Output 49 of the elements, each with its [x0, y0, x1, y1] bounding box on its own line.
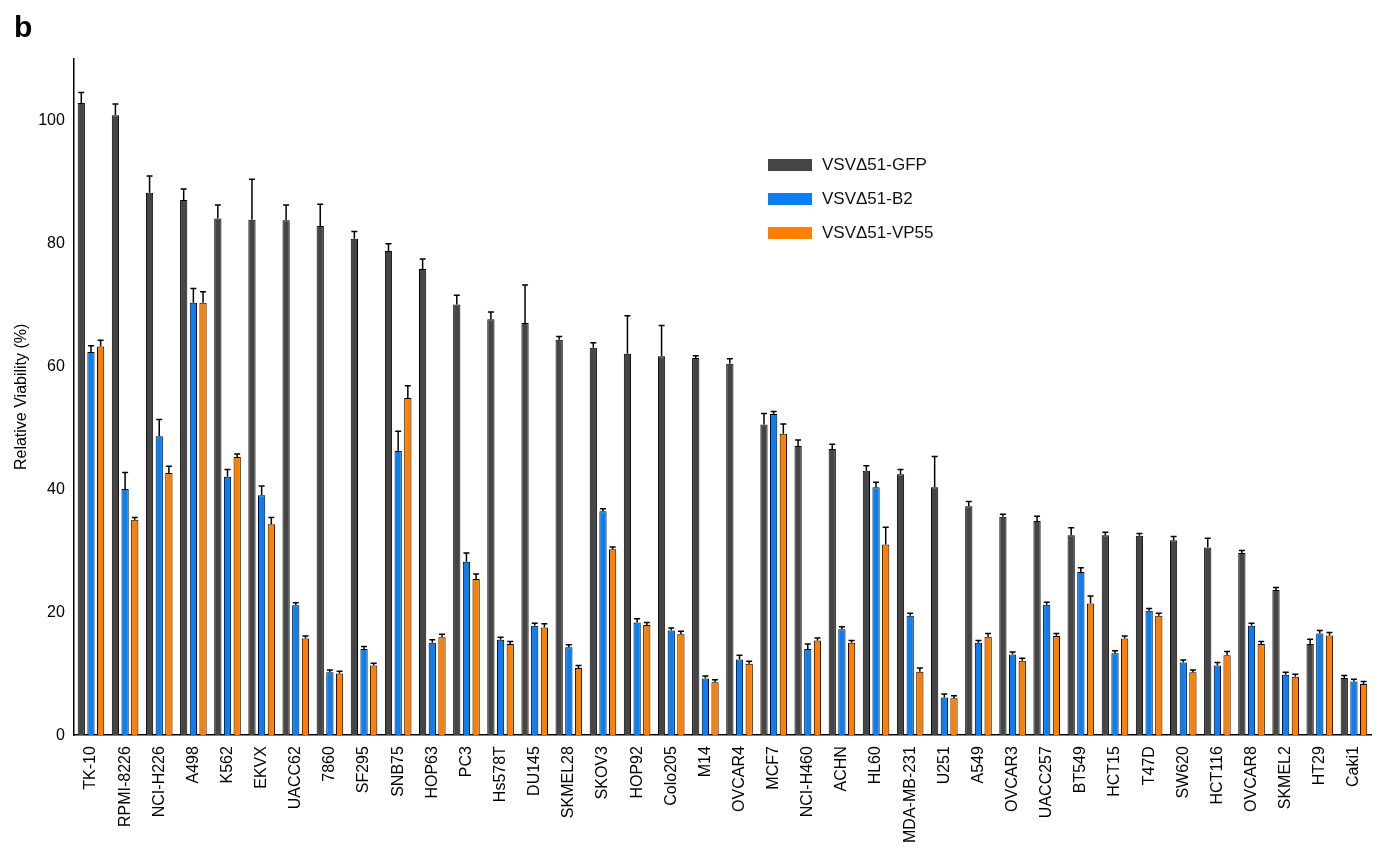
- x-tick-label: MDA-MB-231: [900, 745, 918, 843]
- x-tick-label: OVCAR3: [1003, 745, 1020, 812]
- legend-label: VSVΔ51-VP55: [822, 223, 934, 243]
- x-tick-label: EKVX: [252, 745, 270, 789]
- y-tick-label: 40: [47, 479, 65, 497]
- x-tick-label: HT29: [1310, 745, 1328, 786]
- x-tick-label: PC3: [456, 745, 474, 778]
- x-tick-label: RPMI-8226: [115, 745, 133, 828]
- x-tick-label: HL60: [866, 745, 884, 785]
- x-tick-label: HOP92: [627, 745, 645, 799]
- x-tick-label: HCT116: [1207, 745, 1225, 805]
- y-axis-title: Relative Viability (%): [12, 323, 30, 471]
- legend-label: VSVΔ51-GFP: [822, 155, 927, 175]
- x-tick-label: Colo205: [661, 746, 679, 806]
- x-tick-label: BT549: [1071, 745, 1089, 794]
- x-tick-label: DU145: [525, 746, 543, 796]
- x-tick-label: HOP63: [422, 745, 440, 799]
- y-tick-label: 100: [38, 110, 65, 128]
- x-tick-label: U251: [934, 745, 952, 785]
- x-tick-label: TK-10: [81, 746, 99, 790]
- x-tick-label: Caki1: [1344, 745, 1362, 787]
- x-tick-label: UACC257: [1037, 745, 1055, 819]
- x-tick-label: OVCAR4: [729, 745, 747, 812]
- y-tick-label: 20: [47, 602, 65, 620]
- x-tick-label: M14: [695, 745, 713, 778]
- y-tick-label: 60: [47, 356, 65, 374]
- x-tick-label: OVCAR8: [1241, 745, 1259, 812]
- x-tick-label: SKOV3: [593, 745, 611, 800]
- x-tick-label: Hs578T: [490, 745, 508, 803]
- x-tick-label: HCT15: [1105, 746, 1123, 797]
- y-tick-label: 80: [47, 233, 65, 251]
- x-tick-label: SKMEL2: [1276, 745, 1294, 810]
- text: b: [14, 10, 33, 44]
- legend-label: VSVΔ51-B2: [822, 189, 913, 209]
- y-tick-label: 0: [55, 725, 65, 743]
- x-tick-label: SF295: [354, 745, 372, 794]
- x-tick-label: UACC62: [286, 746, 304, 810]
- x-tick-label: NCI-H226: [149, 746, 167, 818]
- x-tick-label: A498: [183, 746, 201, 784]
- x-tick-label: 7860: [320, 745, 338, 782]
- x-tick-label: SKMEL28: [559, 746, 577, 819]
- x-tick-label: MCF7: [764, 746, 782, 790]
- x-tick-label: SW620: [1173, 745, 1191, 799]
- x-tick-label: NCI-H460: [798, 746, 816, 818]
- x-tick-label: K562: [217, 746, 235, 784]
- x-tick-label: SNB75: [388, 746, 406, 797]
- x-tick-label: A549: [968, 746, 986, 784]
- x-tick-label: T47D: [1139, 746, 1157, 786]
- x-tick-label: ACHN: [832, 746, 850, 792]
